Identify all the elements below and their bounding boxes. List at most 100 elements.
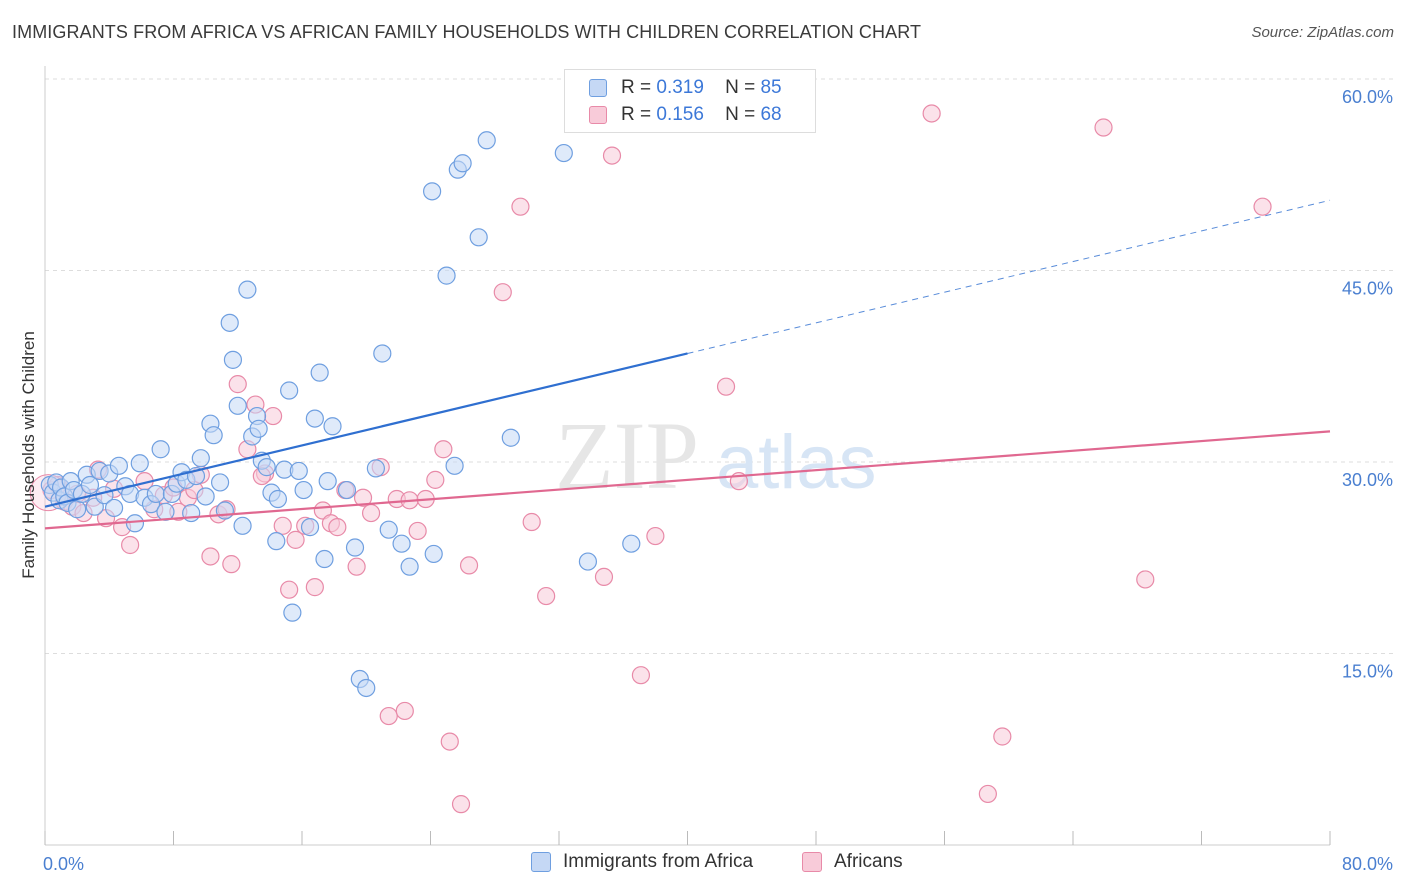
data-point bbox=[310, 363, 329, 382]
series-immigrants-from-africa bbox=[40, 131, 641, 698]
legend-r-value: 0.156 bbox=[656, 104, 704, 125]
bottom-legend-label-immigrants: Immigrants from Africa bbox=[563, 851, 754, 872]
data-point bbox=[716, 377, 736, 396]
legend-n-label: N = bbox=[725, 77, 756, 98]
legend-n-value: 85 bbox=[760, 77, 782, 98]
data-point bbox=[345, 538, 365, 557]
y-tick-label: 15.0% bbox=[1342, 662, 1393, 682]
data-point bbox=[201, 547, 220, 566]
data-point bbox=[602, 146, 622, 165]
data-point bbox=[537, 586, 556, 606]
data-point bbox=[408, 521, 427, 541]
data-point bbox=[238, 280, 257, 299]
data-point bbox=[347, 557, 366, 576]
data-point bbox=[305, 409, 324, 428]
tick-labels: 15.0% 30.0% 45.0% 60.0% 0.0% 80.0% bbox=[43, 87, 1393, 874]
legend-swatch-pink bbox=[589, 106, 607, 124]
data-point bbox=[459, 556, 479, 575]
data-point bbox=[273, 516, 292, 535]
trend-line-immigrants-extension bbox=[687, 199, 1331, 354]
y-tick-label: 45.0% bbox=[1342, 279, 1393, 299]
legend-swatch-blue bbox=[589, 79, 607, 97]
data-point bbox=[477, 131, 496, 150]
trend-lines bbox=[44, 199, 1331, 530]
data-point bbox=[554, 143, 573, 163]
data-point bbox=[204, 426, 223, 445]
watermark-zip: ZIP bbox=[555, 402, 699, 509]
data-point bbox=[318, 472, 337, 491]
data-point bbox=[392, 534, 411, 553]
x-tick-label: 0.0% bbox=[43, 854, 84, 874]
data-point bbox=[361, 503, 381, 523]
data-point bbox=[267, 532, 286, 551]
data-point bbox=[109, 456, 128, 475]
data-point bbox=[440, 732, 459, 751]
data-point bbox=[280, 381, 299, 400]
data-point bbox=[426, 470, 445, 489]
data-point bbox=[315, 549, 334, 569]
legend-row-immigrants: R = 0.319 N = 85 bbox=[589, 76, 782, 100]
axes bbox=[44, 66, 1331, 846]
data-point bbox=[104, 498, 124, 518]
data-point bbox=[357, 678, 376, 698]
bottom-legend-label-africans: Africans bbox=[834, 851, 903, 872]
bottom-legend-immigrants: Immigrants from Africa bbox=[531, 851, 753, 873]
legend-n-value: 68 bbox=[760, 104, 782, 125]
data-point bbox=[130, 454, 149, 473]
data-point bbox=[395, 701, 414, 721]
data-point bbox=[1136, 570, 1155, 589]
data-point bbox=[305, 578, 324, 597]
data-point bbox=[922, 104, 941, 123]
legend-r-label: R = bbox=[621, 77, 652, 98]
data-point bbox=[257, 458, 276, 477]
legend: R = 0.319 N = 85 R = 0.156 N = 68 bbox=[564, 69, 816, 133]
legend-r-label: R = bbox=[621, 104, 652, 125]
data-point bbox=[151, 440, 170, 459]
data-point bbox=[594, 567, 614, 587]
source-label: Source: ZipAtlas.com bbox=[1251, 24, 1394, 41]
grid bbox=[45, 78, 1395, 654]
legend-row-africans: R = 0.156 N = 68 bbox=[589, 103, 782, 127]
data-point bbox=[434, 440, 453, 459]
data-point bbox=[210, 473, 230, 492]
data-point bbox=[379, 520, 398, 539]
data-point bbox=[222, 555, 241, 574]
data-point bbox=[423, 182, 442, 201]
data-point bbox=[286, 530, 305, 549]
data-point bbox=[228, 375, 247, 394]
legend-r-value: 0.319 bbox=[656, 77, 704, 98]
data-point bbox=[501, 428, 520, 447]
data-point bbox=[121, 535, 140, 555]
data-point bbox=[1094, 118, 1113, 137]
data-point bbox=[993, 727, 1012, 746]
data-point bbox=[294, 480, 313, 500]
bottom-legend-swatch-blue bbox=[531, 852, 551, 872]
data-point bbox=[437, 266, 456, 285]
data-point bbox=[353, 488, 373, 507]
data-point bbox=[511, 197, 530, 216]
data-point bbox=[366, 459, 385, 478]
data-point bbox=[223, 350, 243, 369]
bottom-legend-swatch-pink bbox=[802, 852, 822, 872]
y-tick-label: 30.0% bbox=[1342, 470, 1393, 490]
data-point bbox=[373, 344, 392, 363]
data-point bbox=[125, 514, 145, 533]
data-point bbox=[337, 480, 357, 500]
data-point bbox=[228, 396, 247, 415]
data-point bbox=[268, 489, 288, 509]
chart-title: IMMIGRANTS FROM AFRICA VS AFRICAN FAMILY… bbox=[12, 22, 922, 42]
data-point bbox=[215, 501, 234, 520]
bottom-legend-africans: Africans bbox=[802, 851, 903, 873]
legend-n-label: N = bbox=[725, 104, 756, 125]
data-point bbox=[646, 526, 665, 546]
data-point bbox=[182, 503, 201, 523]
data-point bbox=[469, 228, 488, 247]
data-point bbox=[196, 487, 215, 506]
data-point bbox=[978, 784, 997, 804]
x-tick-label: 80.0% bbox=[1342, 854, 1393, 874]
data-point bbox=[68, 500, 87, 519]
data-point bbox=[80, 475, 100, 495]
data-point bbox=[146, 484, 165, 504]
data-point bbox=[191, 449, 210, 468]
